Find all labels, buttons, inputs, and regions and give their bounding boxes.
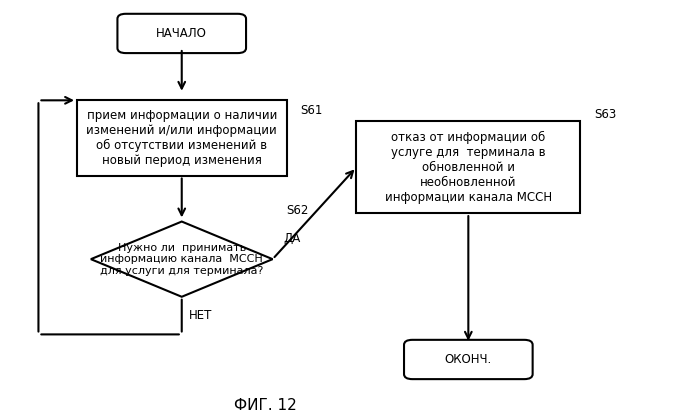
Text: НЕТ: НЕТ (189, 309, 212, 322)
Text: прием информации о наличии
изменений и/или информации
об отсутствии изменений в
: прием информации о наличии изменений и/и… (87, 109, 277, 167)
FancyBboxPatch shape (404, 340, 533, 379)
Text: ОКОНЧ.: ОКОНЧ. (445, 353, 492, 366)
Text: ФИГ. 12: ФИГ. 12 (234, 398, 297, 413)
Polygon shape (91, 222, 273, 297)
Text: НАЧАЛО: НАЧАЛО (157, 27, 207, 40)
Text: S61: S61 (301, 104, 323, 117)
FancyBboxPatch shape (117, 14, 246, 53)
Text: ДА: ДА (283, 232, 301, 245)
Bar (356, 121, 580, 213)
Text: отказ от информации об
услуге для  терминала в
обновленной и
необновленной
инфор: отказ от информации об услуге для термин… (384, 131, 552, 204)
Text: S62: S62 (287, 204, 309, 217)
Text: Нужно ли  принимать
информацию канала  МССН
для услуги для терминала?: Нужно ли принимать информацию канала МСС… (100, 242, 264, 276)
Bar (77, 100, 287, 176)
Text: S63: S63 (594, 108, 617, 121)
